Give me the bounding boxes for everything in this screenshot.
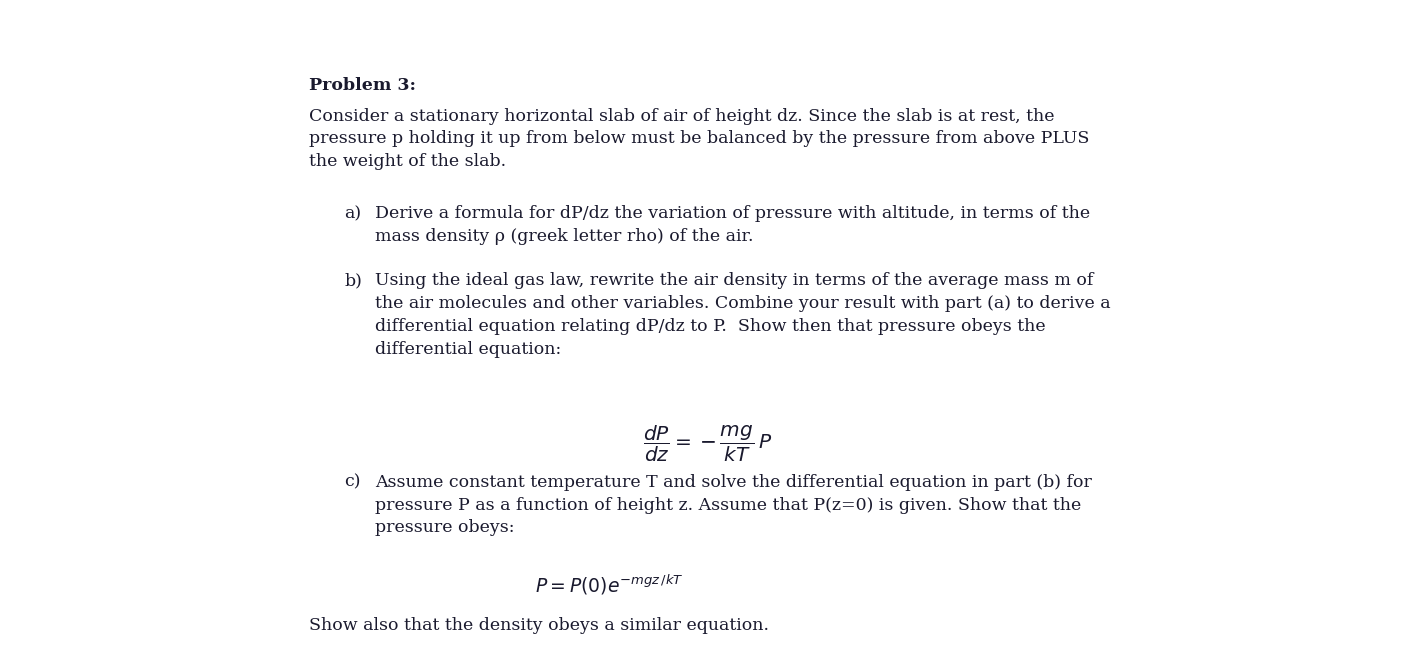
Text: c): c) bbox=[344, 474, 361, 491]
Text: Derive a formula for dP/dz the variation of pressure with altitude, in terms of : Derive a formula for dP/dz the variation… bbox=[375, 205, 1090, 245]
Text: b): b) bbox=[344, 272, 362, 289]
Text: Assume constant temperature T and solve the differential equation in part (b) fo: Assume constant temperature T and solve … bbox=[375, 474, 1092, 536]
Text: Show also that the density obeys a similar equation.: Show also that the density obeys a simil… bbox=[309, 617, 769, 634]
Text: Using the ideal gas law, rewrite the air density in terms of the average mass m : Using the ideal gas law, rewrite the air… bbox=[375, 272, 1112, 358]
Text: Consider a stationary horizontal slab of air of height dz. Since the slab is at : Consider a stationary horizontal slab of… bbox=[309, 108, 1089, 170]
Text: a): a) bbox=[344, 205, 361, 222]
Text: $\dfrac{dP}{dz} = -\dfrac{mg}{kT}\,P$: $\dfrac{dP}{dz} = -\dfrac{mg}{kT}\,P$ bbox=[643, 423, 773, 464]
Text: Problem 3:: Problem 3: bbox=[309, 77, 416, 94]
Text: $P = P(0)e^{-mgz\,/kT}$: $P = P(0)e^{-mgz\,/kT}$ bbox=[535, 573, 683, 597]
